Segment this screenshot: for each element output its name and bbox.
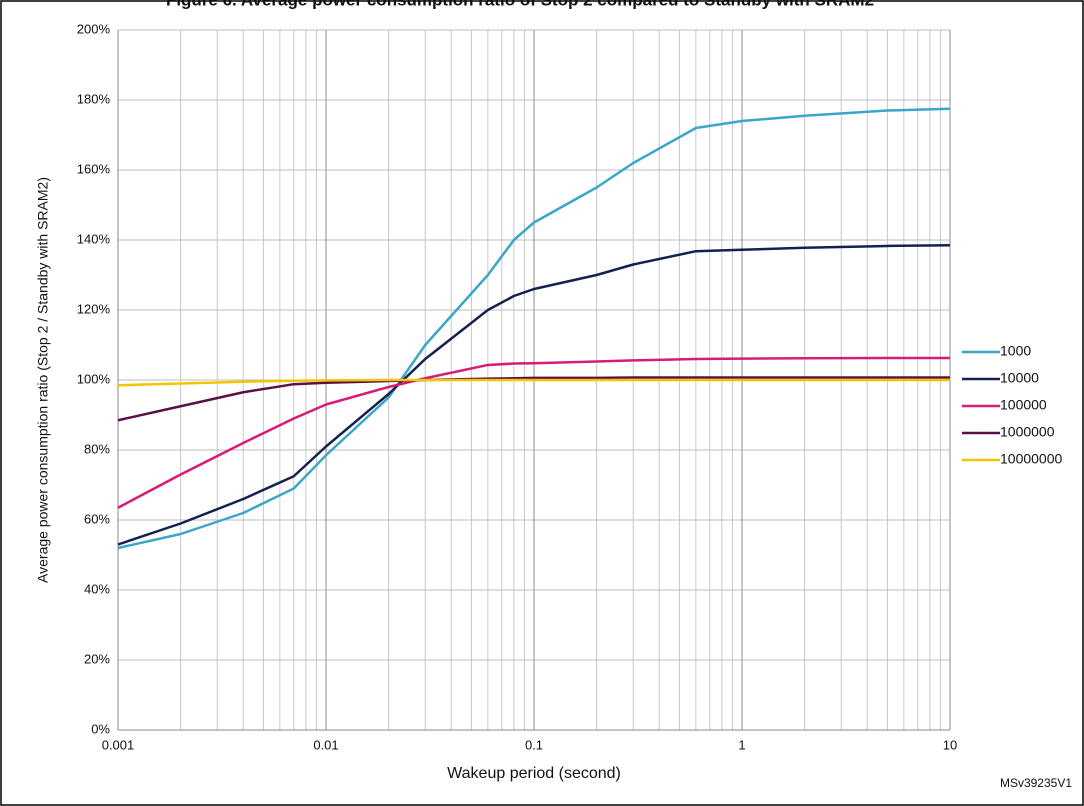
series-line (117, 376, 950, 422)
y-tick-label: 80% (84, 441, 110, 456)
footnote: MSv39235V1 (1000, 776, 1072, 790)
y-tick-label: 120% (77, 301, 111, 316)
y-tick-label: 60% (84, 511, 110, 526)
x-axis-label: Wakeup period (second) (447, 765, 621, 782)
y-tick-label: 40% (84, 581, 110, 596)
series-line (117, 244, 951, 546)
legend-label: 10000000 (1000, 451, 1063, 467)
x-tick-label: 10 (943, 737, 957, 752)
y-tick-label: 20% (84, 651, 110, 666)
y-tick-label: 0% (91, 721, 110, 736)
series-line (117, 378, 950, 387)
series-line (117, 107, 951, 550)
legend-label: 1000 (1000, 343, 1031, 359)
y-axis-label: Average power consumption ratio (Stop 2 … (35, 177, 51, 583)
legend-label: 10000 (1000, 370, 1039, 386)
y-tick-label: 140% (77, 231, 111, 246)
x-tick-label: 0.001 (102, 737, 135, 752)
legend-label: 1000000 (1000, 424, 1055, 440)
y-tick-label: 160% (77, 161, 111, 176)
x-tick-label: 0.01 (313, 737, 338, 752)
series-line (117, 356, 950, 509)
x-tick-label: 1 (738, 737, 745, 752)
y-tick-label: 180% (77, 91, 111, 106)
legend-label: 100000 (1000, 397, 1047, 413)
y-tick-label: 200% (77, 21, 111, 36)
chart-title: Figure 6. Average power consumption rati… (166, 0, 874, 9)
y-tick-label: 100% (77, 371, 111, 386)
x-tick-label: 0.1 (525, 737, 543, 752)
